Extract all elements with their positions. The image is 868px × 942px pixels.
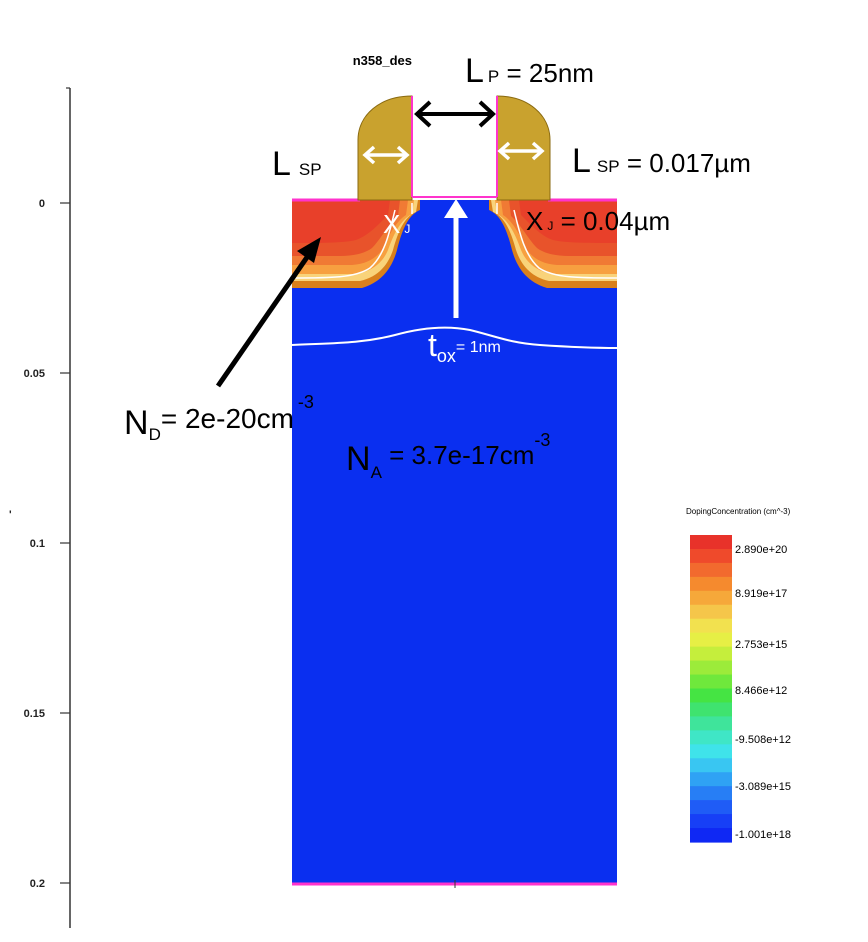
legend-color-swatch <box>690 535 732 550</box>
lsp-right-label: L SP = 0.017µm <box>572 142 751 180</box>
legend-color-bar <box>690 535 732 843</box>
y-axis-stray-label: ' <box>9 509 12 521</box>
figure-title: n358_des <box>353 53 412 68</box>
legend-color-swatch <box>690 772 732 787</box>
legend-color-swatch <box>690 800 732 815</box>
lsp-left-label: L SP <box>272 145 322 183</box>
legend-color-swatch <box>690 548 732 564</box>
legend-label: -3.089e+15 <box>735 781 791 793</box>
left-spacer <box>357 95 413 201</box>
legend-color-swatch <box>690 702 732 717</box>
legend-label: 2.753e+15 <box>735 639 787 651</box>
drain-doping-region <box>489 200 618 288</box>
legend-color-swatch <box>690 786 732 801</box>
y-tick-label: 0.15 <box>24 708 45 720</box>
legend-color-swatch <box>690 828 732 843</box>
lp-arrow <box>414 100 496 128</box>
na-label: NA = 3.7e-17cm-3 <box>346 430 550 482</box>
legend-color-swatch <box>690 674 732 690</box>
nd-arrow <box>215 237 321 388</box>
legend-color-swatch <box>690 716 732 731</box>
nd-label: ND= 2e-20cm-3 <box>124 392 314 444</box>
legend-color-swatch <box>690 758 732 773</box>
legend-color-swatch <box>690 590 732 606</box>
legend-color-swatch <box>690 632 732 648</box>
y-tick-label: 0.05 <box>24 368 45 380</box>
legend-label: -9.508e+12 <box>735 734 791 746</box>
legend-color-swatch <box>690 562 732 578</box>
source-contour-line <box>291 209 396 279</box>
legend-color-swatch <box>690 646 732 662</box>
legend-label: 8.919e+17 <box>735 588 787 600</box>
drain-contour-line <box>513 209 618 279</box>
y-tick-label: 0 <box>39 198 45 210</box>
legend-color-swatch <box>690 576 732 592</box>
substrate-contour-line <box>291 326 618 349</box>
legend-label: -1.001e+18 <box>735 829 791 841</box>
y-axis-ticks: 0 0.05 0.1 0.15 0.2 ' <box>9 87 70 890</box>
legend-color-swatch <box>690 688 732 704</box>
drain-doping-peak <box>519 200 617 243</box>
lsp-right-arrow <box>497 141 545 161</box>
legend-color-swatch <box>690 744 732 759</box>
legend-label: 8.466e+12 <box>735 685 787 697</box>
legend-color-swatch <box>690 814 732 829</box>
legend-color-swatch <box>690 618 732 634</box>
source-doping-region <box>291 200 420 288</box>
legend-color-swatch <box>690 730 732 745</box>
y-tick-label: 0.2 <box>30 878 45 890</box>
source-doping-peak <box>292 200 390 243</box>
lsp-left-arrow <box>362 145 410 165</box>
legend-color-swatch <box>690 604 732 620</box>
tox-arrow <box>444 199 468 318</box>
legend-title: DopingConcentration (cm^-3) <box>686 507 791 516</box>
legend-label: 2.890e+20 <box>735 544 787 556</box>
color-legend: DopingConcentration (cm^-3) 2.890e+20 8.… <box>686 507 791 843</box>
legend-color-swatch <box>690 660 732 676</box>
tox-label: tox= 1nm <box>428 327 501 366</box>
y-tick-label: 0.1 <box>30 538 45 550</box>
